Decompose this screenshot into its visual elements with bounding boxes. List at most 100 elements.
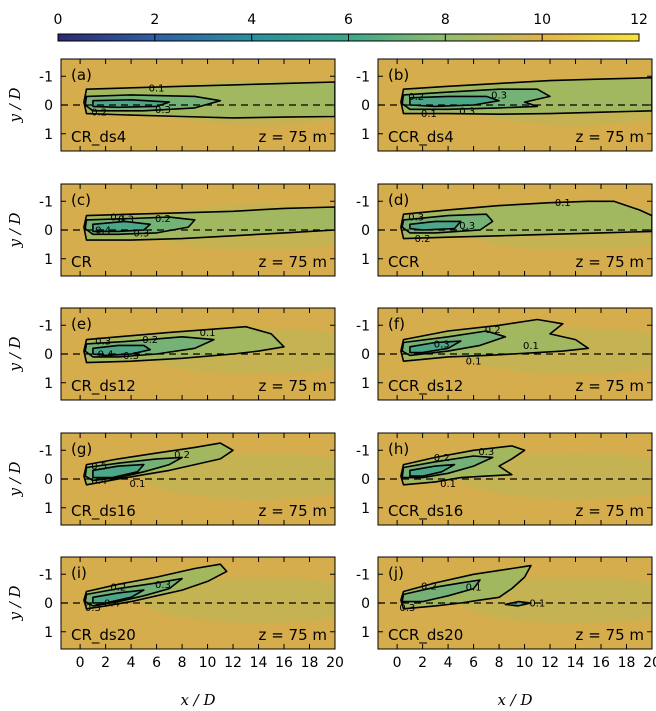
contour-line (84, 456, 183, 482)
x-tick-label: 16 (592, 655, 610, 671)
contour-line (400, 445, 526, 486)
contour-label: 0.2 (415, 234, 431, 245)
contour-label: 0.3 (478, 447, 494, 458)
y-tick-label: 1 (44, 625, 53, 641)
wake-fill: 0.10.3 0.20.4 0.3 (61, 204, 335, 251)
panel-tag: (i) (71, 564, 87, 582)
contour-label: 0.1 (555, 198, 571, 209)
y-tick-label: 1 (361, 127, 370, 143)
wake-fill: 0.2 0.3 0.1 (378, 445, 652, 500)
panel-tag: (b) (388, 66, 409, 84)
contour-line (401, 88, 551, 111)
contour-label: 0.3 (155, 580, 171, 591)
contour-label: 0.2 (155, 214, 171, 225)
contour-label: 0.1 (130, 479, 146, 490)
panel-tag: (a) (71, 66, 92, 84)
contour-label: 0.3 (155, 105, 171, 116)
wake-fill: 0.10.3 0.20.4 0.3 (61, 325, 335, 375)
colorbar-tick-label: 6 (344, 12, 353, 28)
wake-fill: 0.5 0.2 0.4 0.1 (61, 442, 335, 500)
case-label: CR (71, 253, 92, 271)
y-tick-label: 1 (361, 501, 370, 517)
y-tick-label: 0 (44, 472, 53, 488)
contour-label: 0.4 (91, 476, 107, 487)
y-tick-label: -1 (356, 194, 370, 210)
case-label: CR_ds12 (71, 377, 136, 396)
contour-label: 0.3 (118, 215, 134, 226)
wake-fill: 0.2 0.3 0.1 0.1 (378, 318, 652, 375)
contour-label: 0.1 (466, 583, 482, 594)
contour-label: 0.1 (149, 83, 165, 94)
height-label: z = 75 m (576, 128, 644, 146)
contour-line (92, 463, 145, 479)
y-tick-label: 1 (44, 127, 53, 143)
y-tick-label: 1 (44, 376, 53, 392)
contour-label: 0.2 (421, 581, 437, 592)
contour-line (84, 94, 222, 112)
y-tick-label: 0 (361, 596, 370, 612)
far-wake-haze (140, 577, 335, 624)
x-tick-label: 0 (76, 655, 85, 671)
contour-line (400, 200, 652, 240)
contour-label: 0.2 (91, 108, 107, 119)
x-tick-label: 20 (643, 655, 656, 671)
y-tick-label: 0 (361, 347, 370, 363)
colorbar-tick-label: 2 (150, 12, 159, 28)
panel-tag: (h) (388, 440, 409, 458)
wake-fill-region (402, 580, 480, 602)
y-tick-label: 0 (44, 347, 53, 363)
y-tick-label: -1 (39, 69, 53, 85)
x-tick-label: 0 (393, 655, 402, 671)
y-tick-label: -1 (39, 443, 53, 459)
contour-line (84, 577, 183, 607)
y-tick-label: 1 (44, 501, 53, 517)
x-tick-label: 14 (250, 655, 268, 671)
wake-fill: 0.2 0.30.40.3 (61, 563, 335, 624)
case-label: CR_ds20 (71, 626, 136, 645)
contour-label: 0.3 (459, 221, 475, 232)
height-label: z = 75 m (576, 502, 644, 520)
y-tick-label: -1 (39, 318, 53, 334)
wake-fill: 0.2 0.1 0.3 0.1 (378, 564, 652, 624)
panel: 0.2 0.3 0.1 0.3 -1 0 1 (b) CCR_ds4 z = 75 m (356, 58, 653, 152)
colorbar-tick-label: 10 (533, 12, 551, 28)
x-tick-label: 16 (275, 655, 293, 671)
panel: 0.1 0.3 0.3 0.2 -1 0 1 (d) CCR z = 75 m (356, 183, 653, 277)
panel: 0.10.3 0.20.4 0.3-101(c)CR z = 75 my / D (6, 183, 336, 277)
contour-line (83, 206, 335, 241)
contour-label: 0.3 (459, 106, 475, 117)
height-label: z = 75 m (259, 626, 327, 644)
x-tick-label: 8 (495, 655, 504, 671)
wake-fill-region (409, 464, 455, 477)
contour-label: 0.3 (491, 90, 507, 101)
y-tick-label: 0 (44, 596, 53, 612)
contour-line (401, 455, 494, 479)
colorbar-tick-label: 8 (441, 12, 450, 28)
panel: 0.20.10.30.1-10102468101214161820(j)CCR_… (356, 556, 656, 709)
y-tick-label: 1 (44, 252, 53, 268)
contour-line (401, 330, 507, 357)
y-axis-label: y / D (6, 87, 24, 123)
panel-tag: (d) (388, 191, 409, 209)
y-tick-label: -1 (356, 318, 370, 334)
contour-label: 0.2 (434, 453, 450, 464)
contour-label: 0.1 (200, 328, 216, 339)
height-label: z = 75 m (576, 253, 644, 271)
wake-fill-region (409, 341, 461, 353)
contour-label: 0.4 (104, 599, 120, 610)
height-label: z = 75 m (259, 128, 327, 146)
x-tick-label: 6 (469, 655, 478, 671)
contour-line (409, 463, 456, 477)
y-axis-label: y / D (6, 585, 24, 621)
x-tick-label: 14 (567, 655, 585, 671)
height-label: z = 75 m (259, 253, 327, 271)
contour-label: 0.1 (421, 109, 437, 120)
x-tick-label: 2 (418, 655, 427, 671)
contour-line (83, 325, 285, 364)
contour-line (504, 600, 532, 607)
x-axis-label: x / D (497, 691, 532, 709)
panel-tag: (c) (71, 191, 91, 209)
contour-label: 0.1 (440, 479, 456, 490)
